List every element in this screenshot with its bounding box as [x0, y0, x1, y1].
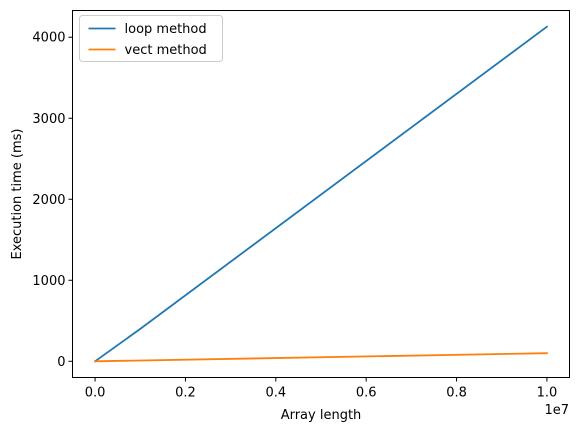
y-tick-label: 0 [57, 355, 65, 370]
x-tick-label: 0.8 [446, 386, 467, 401]
y-tick-label: 1000 [32, 274, 65, 289]
legend: loop method vect method [79, 15, 223, 62]
y-tick-label: 2000 [32, 193, 65, 208]
x-axis-ticks: 0.0 0.2 0.4 0.6 0.8 1.0 [85, 377, 558, 401]
x-tick-label: 1.0 [537, 386, 558, 401]
y-tick-label: 3000 [32, 112, 65, 127]
series-line-loop-method [93, 25, 549, 363]
x-axis-label: Array length [281, 408, 362, 423]
x-tick-label: 0.0 [85, 386, 106, 401]
y-tick-label: 4000 [32, 31, 65, 46]
y-axis-ticks: 0 1000 2000 3000 4000 [32, 31, 73, 370]
x-tick-label: 0.6 [356, 386, 377, 401]
series-layer [93, 25, 549, 363]
legend-label: vect method [125, 43, 207, 58]
legend-label: loop method [125, 22, 207, 37]
x-axis-offset-label: 1e7 [544, 403, 569, 418]
series-line-vect-method [94, 352, 548, 363]
y-axis-label: Execution time (ms) [10, 128, 25, 259]
x-tick-label: 0.2 [175, 386, 196, 401]
x-tick-label: 0.4 [265, 386, 286, 401]
